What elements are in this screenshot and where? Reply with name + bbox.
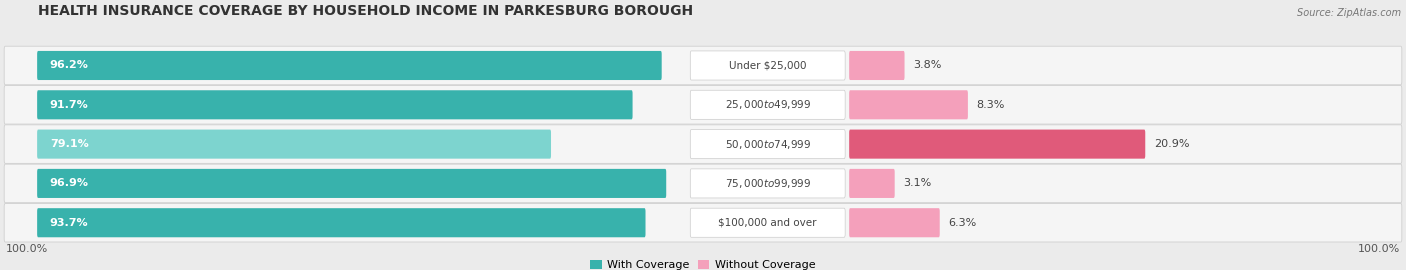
FancyBboxPatch shape <box>849 208 939 237</box>
Text: 96.2%: 96.2% <box>49 60 89 70</box>
FancyBboxPatch shape <box>690 169 845 198</box>
Text: $50,000 to $74,999: $50,000 to $74,999 <box>724 138 811 151</box>
Text: 3.1%: 3.1% <box>903 178 931 188</box>
FancyBboxPatch shape <box>37 130 551 159</box>
Text: 6.3%: 6.3% <box>948 218 976 228</box>
FancyBboxPatch shape <box>690 51 845 80</box>
Text: HEALTH INSURANCE COVERAGE BY HOUSEHOLD INCOME IN PARKESBURG BOROUGH: HEALTH INSURANCE COVERAGE BY HOUSEHOLD I… <box>38 4 693 18</box>
FancyBboxPatch shape <box>37 51 662 80</box>
FancyBboxPatch shape <box>849 130 1146 159</box>
FancyBboxPatch shape <box>4 46 1402 85</box>
FancyBboxPatch shape <box>690 90 845 119</box>
FancyBboxPatch shape <box>849 169 894 198</box>
FancyBboxPatch shape <box>849 90 967 119</box>
Text: 79.1%: 79.1% <box>49 139 89 149</box>
FancyBboxPatch shape <box>37 169 666 198</box>
FancyBboxPatch shape <box>4 164 1402 203</box>
FancyBboxPatch shape <box>37 208 645 237</box>
Text: 100.0%: 100.0% <box>6 244 49 254</box>
FancyBboxPatch shape <box>849 51 904 80</box>
Text: $75,000 to $99,999: $75,000 to $99,999 <box>724 177 811 190</box>
Text: 3.8%: 3.8% <box>912 60 942 70</box>
FancyBboxPatch shape <box>690 130 845 159</box>
Legend: With Coverage, Without Coverage: With Coverage, Without Coverage <box>591 260 815 270</box>
FancyBboxPatch shape <box>4 204 1402 242</box>
Text: $100,000 and over: $100,000 and over <box>718 218 817 228</box>
FancyBboxPatch shape <box>37 90 633 119</box>
Text: 100.0%: 100.0% <box>1357 244 1400 254</box>
FancyBboxPatch shape <box>4 125 1402 163</box>
Text: 20.9%: 20.9% <box>1154 139 1189 149</box>
FancyBboxPatch shape <box>4 86 1402 124</box>
Text: $25,000 to $49,999: $25,000 to $49,999 <box>724 98 811 111</box>
Text: 8.3%: 8.3% <box>976 100 1005 110</box>
Text: 91.7%: 91.7% <box>49 100 89 110</box>
FancyBboxPatch shape <box>690 208 845 237</box>
Text: 93.7%: 93.7% <box>49 218 89 228</box>
Text: Under $25,000: Under $25,000 <box>728 60 807 70</box>
Text: 96.9%: 96.9% <box>49 178 89 188</box>
Text: Source: ZipAtlas.com: Source: ZipAtlas.com <box>1296 8 1400 18</box>
